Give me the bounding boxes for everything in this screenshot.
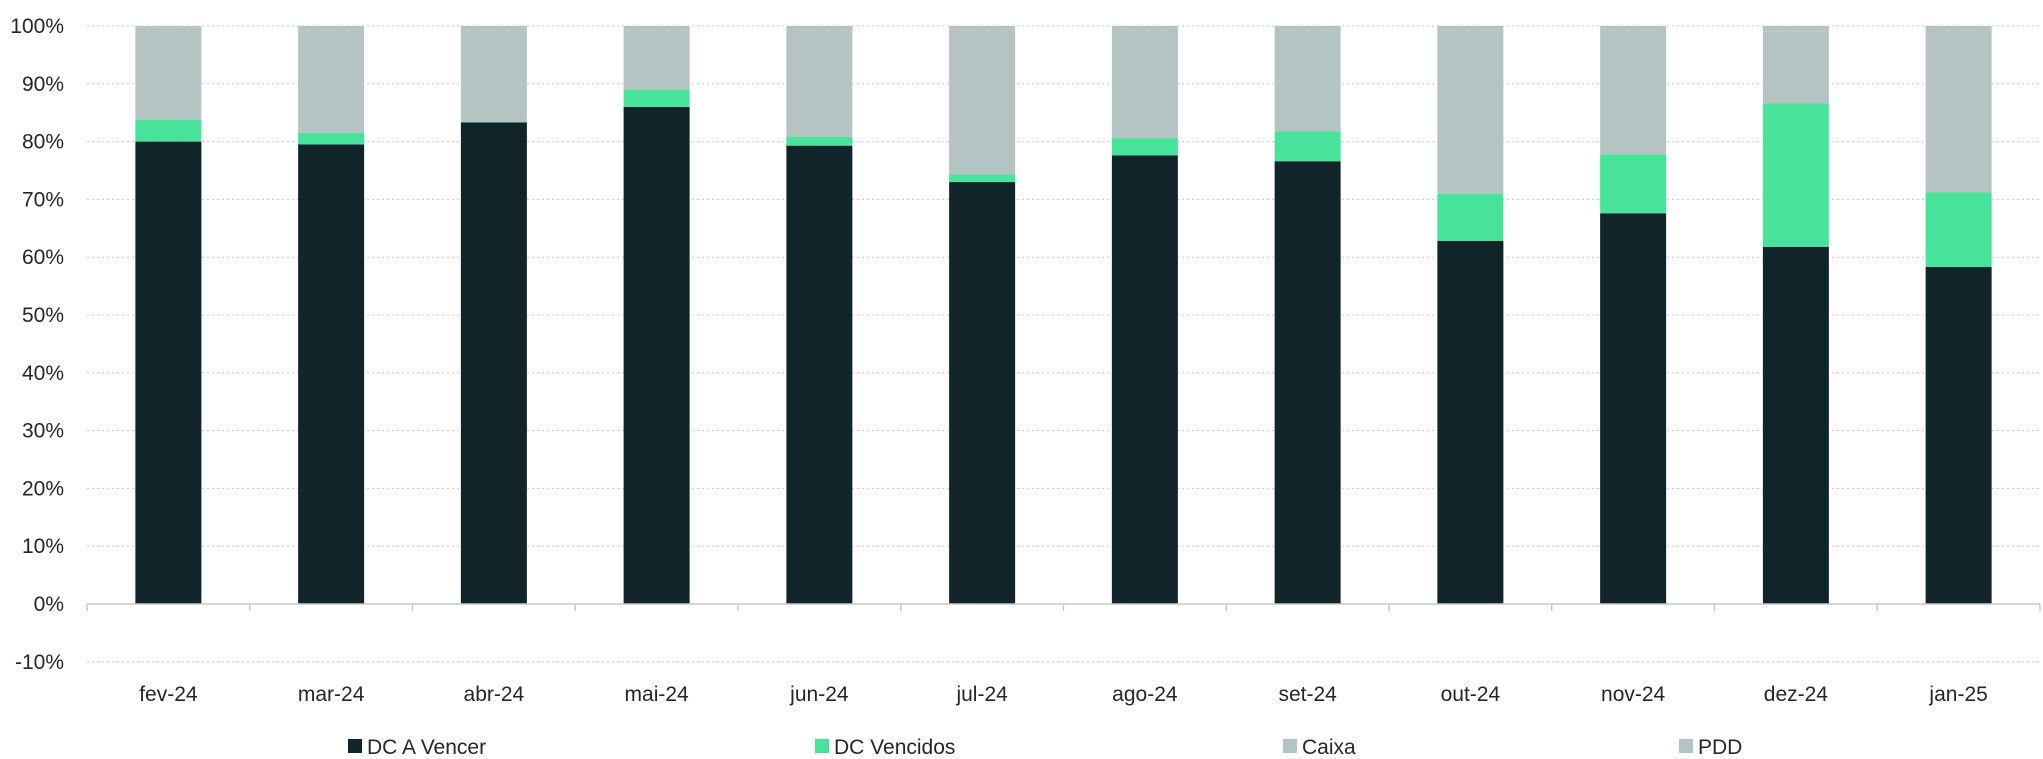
gridlines — [87, 25, 2040, 663]
bar-segment — [1274, 161, 1341, 604]
axes — [86, 603, 2041, 611]
bar-segment — [460, 26, 527, 122]
x-tick-label: fev-24 — [139, 683, 198, 706]
y-tick-label: 60% — [22, 246, 64, 269]
bar-segment — [460, 122, 527, 604]
bar-segment — [1925, 26, 1992, 193]
bar-segment — [1437, 193, 1504, 242]
bar-segment — [460, 121, 527, 123]
y-tick-label: 40% — [22, 362, 64, 385]
bar-segment — [1437, 26, 1504, 194]
bar-segment — [1111, 155, 1178, 605]
x-tick-label: dez-24 — [1764, 683, 1829, 706]
legend-label: Caixa — [1302, 736, 1356, 759]
bar-segment — [949, 26, 1016, 175]
y-tick-label: 20% — [22, 477, 64, 500]
x-tick-label: set-24 — [1278, 683, 1337, 706]
bar-segment — [786, 136, 853, 146]
legend-label: DC Vencidos — [834, 736, 955, 759]
y-tick-label: 30% — [22, 420, 64, 443]
x-tick-label: jun-24 — [789, 683, 849, 706]
bar-segment — [1762, 31, 1829, 104]
bars — [135, 26, 1992, 605]
bar-segment — [1111, 138, 1178, 156]
bar-segment — [135, 26, 202, 28]
bar-segment — [135, 141, 202, 604]
y-tick-label: -10% — [15, 651, 64, 674]
bar-segment — [298, 26, 365, 133]
bar-segment — [1111, 26, 1178, 139]
bar-segment — [135, 27, 202, 120]
x-tick-label: nov-24 — [1601, 683, 1666, 706]
x-tick-label: out-24 — [1441, 683, 1501, 706]
bar-segment — [1437, 241, 1504, 605]
legend-swatch — [1679, 739, 1693, 753]
legend-label: DC A Vencer — [367, 736, 486, 759]
x-tick-labels: fev-24 mar-24 abr-24 mai-24 jun-24 jul-24 ago-… — [139, 683, 1988, 706]
legend-swatch — [1283, 739, 1297, 753]
bar-segment — [623, 106, 690, 605]
bar-segment — [786, 145, 853, 604]
bar-segment — [949, 182, 1016, 604]
legend-label: PDD — [1698, 736, 1742, 759]
bar-segment — [298, 144, 365, 605]
bar-segment — [1762, 103, 1829, 247]
y-tick-label: 70% — [22, 188, 64, 211]
bar-segment — [1274, 26, 1341, 132]
bar-segment — [623, 26, 690, 90]
y-tick-label: 100% — [10, 15, 64, 38]
bar-segment — [298, 132, 365, 145]
x-tick-label: jul-24 — [955, 683, 1008, 706]
legend: DC A Vencer DC Vencidos Caixa PDD — [348, 736, 1742, 759]
x-tick-label: mar-24 — [298, 683, 365, 706]
bar-segment — [1762, 26, 1829, 32]
bar-segment — [1274, 131, 1341, 162]
legend-swatch — [348, 739, 362, 753]
x-tick-label: abr-24 — [464, 683, 525, 706]
bar-segment — [1600, 154, 1667, 214]
y-tick-label: 50% — [22, 304, 64, 327]
bar-segment — [1925, 192, 1992, 268]
bar-segment — [1600, 26, 1667, 155]
y-tick-label: 10% — [22, 535, 64, 558]
bar-segment — [949, 174, 1016, 183]
y-tick-label: 80% — [22, 131, 64, 154]
y-tick-label: 90% — [22, 73, 64, 96]
bar-segment — [623, 89, 690, 107]
legend-swatch — [815, 739, 829, 753]
bar-segment — [786, 26, 853, 137]
bar-segment — [135, 119, 202, 142]
x-tick-label: jan-25 — [1928, 683, 1987, 706]
x-tick-label: ago-24 — [1112, 683, 1178, 706]
bar-segment — [1925, 267, 1992, 604]
bar-segment — [1600, 213, 1667, 604]
y-tick-label: 0% — [34, 593, 64, 616]
x-tick-label: mai-24 — [625, 683, 690, 706]
bar-segment — [1762, 246, 1829, 604]
y-tick-labels: -10% 0% 10% 20% 30% 40% 50% 60% 70% 80% 90% 100% — [10, 15, 64, 674]
